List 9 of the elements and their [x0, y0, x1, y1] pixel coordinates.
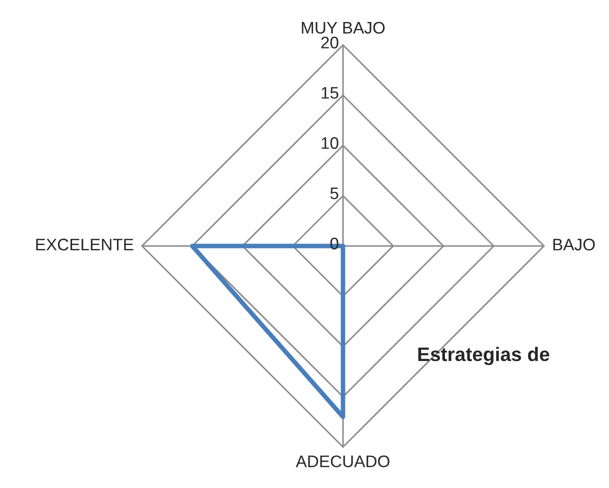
y-tick-label: 5	[330, 188, 338, 200]
y-tick-label: 10	[322, 137, 338, 149]
spoke-label: EXCELENTE	[36, 238, 134, 250]
y-tick-label: 20	[321, 36, 338, 48]
spoke-label: MUY BAJO	[302, 22, 385, 34]
y-tick-label: 15	[322, 87, 338, 99]
spoke-label: BAJO	[553, 238, 595, 250]
text: Estrategias de	[418, 346, 550, 366]
spoke-label: ADECUADO	[296, 455, 390, 468]
